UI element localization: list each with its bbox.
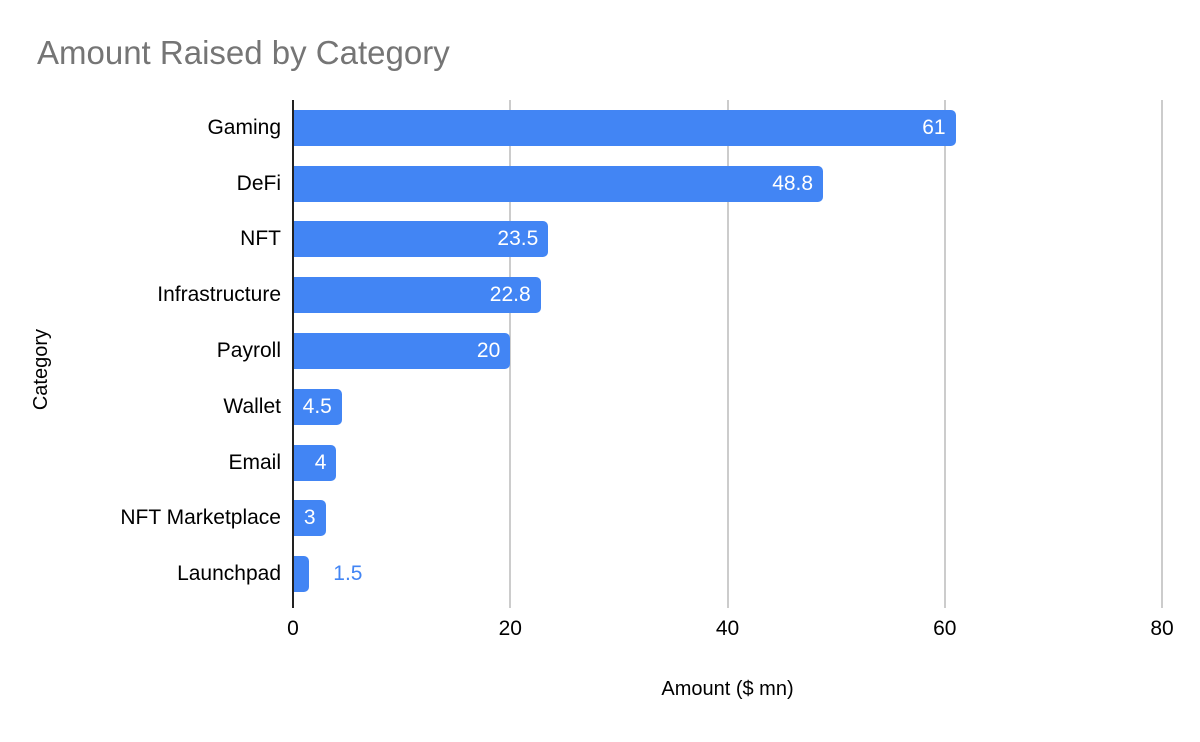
bar-row: Gaming 61	[207, 100, 1162, 156]
bar-row: NFT 23.5	[240, 212, 1162, 268]
x-tick-label: 0	[287, 617, 299, 640]
bar: 61	[293, 109, 956, 146]
bar: 22.8	[293, 277, 541, 314]
category-label: Email	[228, 450, 281, 474]
bar-row: Wallet 4.5	[223, 379, 1162, 435]
category-label: NFT Marketplace	[120, 506, 281, 530]
value-label: 20	[476, 338, 501, 362]
bar-row: Payroll 20	[217, 323, 1162, 379]
x-axis-ticks: 0 20 40 60 80	[287, 617, 1174, 643]
value-label: 4.5	[302, 394, 332, 418]
value-label: 22.8	[489, 283, 531, 307]
chart-title: Amount Raised by Category	[37, 34, 450, 71]
bar	[293, 556, 310, 593]
x-tick-label: 40	[715, 617, 740, 640]
value-label: 3	[303, 506, 316, 530]
bar: 4.5	[293, 388, 342, 425]
gridline-x-80	[1161, 100, 1163, 608]
zero-axis-line	[292, 100, 294, 608]
value-label: 1.5	[333, 562, 363, 586]
x-tick-label: 60	[933, 617, 957, 640]
bar-row: DeFi 48.8	[237, 156, 1162, 212]
value-label: 23.5	[497, 227, 539, 251]
category-label: Infrastructure	[157, 283, 281, 307]
value-label: 61	[922, 115, 946, 139]
bar: 4	[293, 444, 337, 481]
bar: 48.8	[293, 165, 824, 202]
bar: 23.5	[293, 221, 549, 258]
bar: 20	[293, 332, 511, 369]
value-label: 4	[314, 450, 327, 474]
category-label: Gaming	[207, 115, 281, 139]
category-label: NFT	[240, 227, 281, 251]
category-label: Payroll	[216, 338, 281, 362]
bar-row: NFT Marketplace 3	[120, 490, 1162, 546]
bar-row: Infrastructure 22.8	[157, 267, 1162, 323]
x-tick-label: 80	[1150, 617, 1174, 640]
y-axis-title: Category	[30, 110, 53, 630]
value-label: 48.8	[772, 171, 814, 195]
bar: 3	[293, 500, 326, 537]
x-tick-label: 20	[498, 617, 522, 640]
gridline-x-40	[726, 100, 729, 608]
gridline-x-60	[943, 100, 946, 608]
x-axis-title: Amount ($ mn)	[661, 678, 794, 700]
bar-row: Launchpad 1.5	[177, 546, 1162, 602]
category-label: Launchpad	[177, 562, 281, 586]
plot-area: Gaming 61 DeFi 48.8 NFT 23.5 Infrastruct…	[120, 100, 1163, 608]
y-axis-title-text: Category	[30, 329, 52, 411]
gridline-x-20	[509, 100, 512, 608]
category-label: DeFi	[236, 171, 281, 195]
category-label: Wallet	[223, 394, 281, 418]
bar-row: Email 4	[228, 435, 1162, 491]
